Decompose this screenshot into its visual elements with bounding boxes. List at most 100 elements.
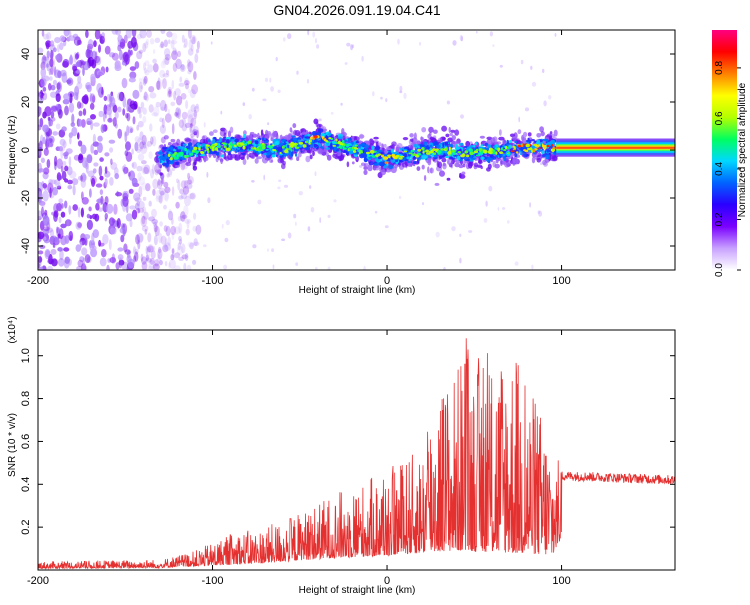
spectrogram-noise-blob: [68, 205, 72, 215]
spectrogram-signal-core: [531, 139, 535, 142]
spectrogram-signal-halo: [170, 138, 176, 143]
spectrogram-signal-peak: [173, 155, 177, 160]
spectrogram-speckle: [363, 265, 366, 270]
spectrogram-signal-halo: [549, 131, 553, 135]
spectrogram-noise-blob: [158, 194, 163, 204]
spectrogram-noise-blob: [80, 60, 86, 66]
spectrogram-signal-peak: [211, 144, 215, 147]
spectrogram-signal-peak: [189, 152, 194, 156]
spectrogram-noise-blob: [191, 36, 196, 45]
spectrogram-speckle: [501, 207, 506, 210]
spectrogram-noise-blob: [64, 235, 70, 244]
spectrogram-signal-core: [225, 136, 232, 140]
spectrogram-signal-halo: [459, 172, 462, 179]
spectrogram-noise-blob: [142, 42, 147, 53]
spectrogram-noise-blob: [81, 247, 88, 256]
spectrogram-noise-blob: [93, 162, 99, 167]
spectrogram-signal-halo: [523, 131, 528, 138]
spectrogram-signal-peak: [304, 140, 308, 144]
spectrogram-speckle: [542, 68, 545, 73]
spectrogram-noise-blob: [150, 168, 154, 179]
spectrogram-speckle: [263, 174, 266, 181]
spectrogram-noise-blob: [109, 147, 114, 153]
spectrogram-noise-blob: [187, 176, 194, 185]
spectrogram-noise-blob: [46, 140, 50, 149]
snr-y-ticks: 0.2 0.4 0.6 0.8 1.0: [20, 348, 675, 535]
spectrogram-noise-blob: [81, 197, 89, 205]
spectrogram-signal-core: [541, 150, 545, 155]
spectrogram-noise-blob: [64, 178, 69, 183]
snr-y-tick-label: 0.8: [20, 391, 32, 406]
spectrogram-noise-blob: [186, 264, 192, 270]
spectrogram-noise-blob: [168, 262, 171, 269]
spectrogram-noise-blob: [117, 44, 122, 52]
spectrogram-noise-blob: [136, 50, 143, 60]
spectrogram-speckle: [460, 36, 464, 42]
spectrogram-signal-halo: [416, 166, 421, 172]
spectrogram-noise-blob: [94, 30, 101, 40]
spectrogram-noise-blob: [143, 67, 148, 74]
spectrogram-signal-halo: [248, 153, 252, 156]
spectrogram-speckle: [293, 213, 297, 219]
spectrogram-signal-core: [271, 154, 276, 158]
spectrogram-noise-blob: [103, 104, 108, 115]
spectrogram-noise-blob: [86, 117, 92, 125]
spectrogram-noise-blob: [55, 123, 61, 130]
spectrogram-noise-blob: [183, 262, 187, 270]
spectrogram-noise-blob: [98, 242, 105, 247]
spectrogram-noise-blob: [134, 136, 141, 143]
spectrogram-speckle: [459, 257, 462, 264]
spectrogram-signal-core: [371, 145, 375, 150]
spectrogram-signal-core: [162, 146, 168, 150]
spectrogram-noise-blob: [112, 117, 117, 127]
spectrogram-noise-blob: [90, 73, 96, 82]
spectrogram-noise-blob: [48, 57, 56, 69]
spectrogram-noise-blob: [193, 71, 197, 80]
spectrogram-noise-blob: [106, 264, 110, 270]
spectrogram-noise-blob: [141, 261, 148, 270]
spectrogram-noise-blob: [89, 92, 93, 102]
spectrogram-signal-peak: [290, 141, 295, 146]
spectrogram-signal-peak: [339, 146, 343, 150]
spectrogram-speckle: [264, 77, 269, 83]
spectrogram-noise-blob: [163, 204, 167, 210]
spectrogram-signal-halo: [527, 132, 532, 137]
spectrogram-noise-blob: [38, 262, 41, 269]
spectrogram-noise-blob: [177, 242, 181, 251]
spectrogram-signal-peak: [488, 147, 493, 151]
spectrogram-signal-peak: [531, 149, 534, 153]
colorbar-tick-label: 0.4: [714, 162, 725, 176]
spectrogram-signal-core: [413, 160, 417, 165]
spectrogram-noise-blob: [42, 190, 49, 202]
spectrogram-speckle: [489, 31, 493, 37]
spectrogram-noise-blob: [180, 243, 186, 254]
spectrogram-signal-core: [385, 163, 389, 166]
spectrogram-noise-blob: [115, 262, 120, 270]
spectrogram-noise-blob: [83, 234, 91, 240]
spectrogram-signal-halo: [441, 125, 447, 132]
spectrogram-noise-blob: [127, 258, 135, 269]
spectrogram-signal-peak: [214, 147, 218, 151]
spectrogram-speckle: [307, 226, 311, 232]
spectrogram-noise-blob: [168, 258, 176, 269]
spectrogram-y-label: Frequency (Hz): [7, 116, 18, 185]
spectrogram-noise-blob: [184, 253, 189, 261]
spectrogram-noise-blob: [63, 200, 68, 209]
spectrogram-noise-blob: [53, 210, 59, 218]
spectrogram-noise-blob: [154, 259, 160, 267]
spectrogram-signal-peak: [381, 154, 384, 158]
spectrogram-speckle: [538, 210, 543, 217]
spectrogram-speckle: [316, 44, 320, 49]
spectrogram-speckle: [298, 191, 303, 196]
spectrogram-noise-blob: [78, 110, 83, 117]
spectrogram-speckle: [399, 85, 403, 92]
spectrogram-noise-blob: [117, 247, 124, 252]
spectrogram-signal-halo: [209, 131, 214, 136]
spectrogram-noise-blob: [108, 52, 116, 58]
spectrogram-noise-blob: [57, 247, 63, 252]
spectrogram-signal-core: [279, 142, 284, 146]
spectrogram-signal: [154, 118, 560, 186]
spectrogram-noise-blob: [159, 69, 166, 78]
spectrogram-noise-blob: [161, 178, 165, 185]
spectrogram-noise-blob: [140, 215, 148, 227]
